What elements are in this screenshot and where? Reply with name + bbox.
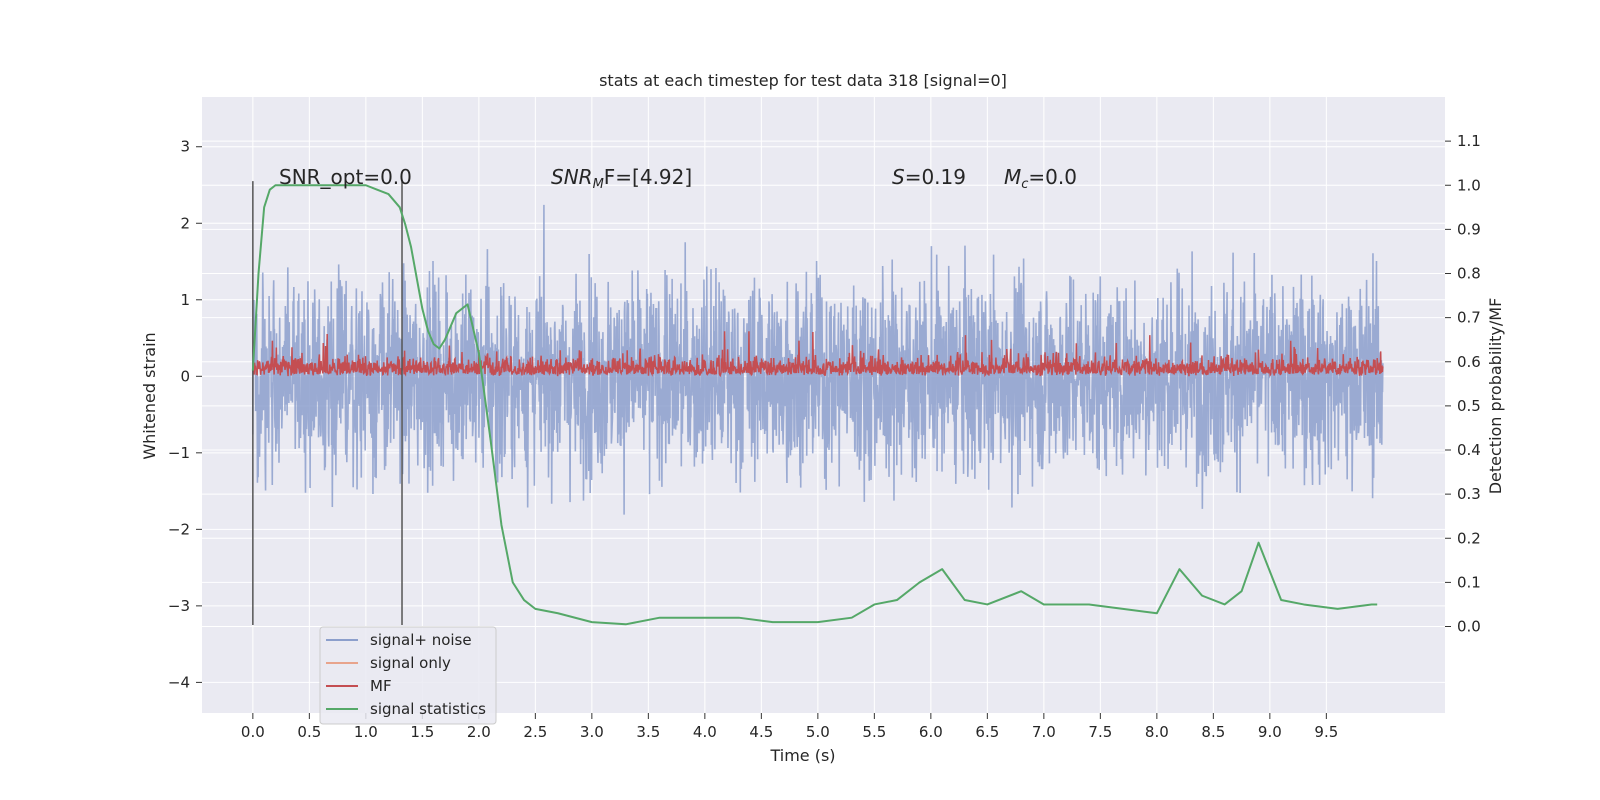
y-right-tick-label-4: 0.4	[1457, 441, 1481, 459]
annotation-s: S=0.19	[892, 165, 966, 189]
x-tick-label-16: 8.0	[1145, 723, 1169, 741]
annotation-snr-mf: SNRMF=[4.92]	[551, 165, 692, 192]
x-tick-label-9: 4.5	[749, 723, 773, 741]
x-tick-label-14: 7.0	[1032, 723, 1056, 741]
x-tick-label-10: 5.0	[806, 723, 830, 741]
y-tick-label-1: −3	[168, 597, 190, 615]
y-tick-label-2: −2	[168, 520, 190, 538]
y-right-tick-label-2: 0.2	[1457, 529, 1481, 547]
ticks: 0.0 0.5 1.0 1.5 2.0 2.5 3.0 3.5 4.0 4.5 5.0 5.5 6.0 6…	[168, 132, 1481, 741]
y-right-tick-label-6: 0.6	[1457, 353, 1481, 371]
mf-line	[252, 331, 1384, 378]
series-signal-statistics	[251, 184, 1378, 626]
x-tick-label-6: 3.0	[580, 723, 604, 741]
y-right-tick-label-3: 0.3	[1457, 485, 1481, 503]
signal-noise-line	[252, 204, 1384, 515]
y-tick-label-3: −1	[168, 444, 190, 462]
y-right-tick-label-11: 1.1	[1457, 132, 1481, 150]
legend-label-mf: MF	[370, 677, 392, 695]
y-tick-label-5: 1	[180, 291, 190, 309]
x-tick-label-17: 8.5	[1201, 723, 1225, 741]
y-tick-label-4: 0	[180, 367, 190, 385]
y-right-tick-label-1: 0.1	[1457, 573, 1481, 591]
y-tick-label-7: 3	[180, 138, 190, 156]
y-tick-label-6: 2	[180, 214, 190, 232]
y-right-tick-label-7: 0.7	[1457, 309, 1481, 327]
y-right-tick-label-8: 0.8	[1457, 265, 1481, 283]
x-tick-label-0: 0.0	[241, 723, 265, 741]
x-tick-label-2: 1.0	[354, 723, 378, 741]
x-tick-label-3: 1.5	[410, 723, 434, 741]
legend: signal+ noise signal only MF signal stat…	[319, 626, 497, 725]
x-tick-label-11: 5.5	[862, 723, 886, 741]
x-tick-label-8: 4.0	[693, 723, 717, 741]
legend-label-signal-statistics: signal statistics	[370, 700, 486, 718]
x-tick-label-4: 2.0	[467, 723, 491, 741]
y-right-tick-label-5: 0.5	[1457, 397, 1481, 415]
x-tick-label-7: 3.5	[636, 723, 660, 741]
legend-box	[319, 626, 497, 725]
annotation-mc: Mc=0.0	[1004, 165, 1077, 192]
x-tick-label-19: 9.5	[1314, 723, 1338, 741]
series-mf	[252, 331, 1384, 378]
x-axis-title: Time (s)	[769, 746, 835, 765]
x-tick-label-5: 2.5	[523, 723, 547, 741]
signal-statistics-line	[251, 184, 1378, 626]
y-axis-title: Whitened strain	[140, 332, 159, 459]
y-axis-right-title: Detection probability/MF	[1486, 298, 1505, 495]
legend-label-signal-noise: signal+ noise	[370, 631, 472, 649]
vertical-markers	[252, 181, 403, 625]
chart-title: stats at each timestep for test data 318…	[599, 71, 1007, 90]
x-tick-label-1: 0.5	[297, 723, 321, 741]
y-right-tick-label-9: 0.9	[1457, 220, 1481, 238]
y-right-tick-label-10: 1.0	[1457, 176, 1481, 194]
series-signal-noise	[252, 204, 1384, 515]
y-right-tick-label-0: 0.0	[1457, 618, 1481, 636]
legend-label-signal-only: signal only	[370, 654, 451, 672]
x-tick-label-18: 9.0	[1258, 723, 1282, 741]
y-tick-label-0: −4	[168, 673, 190, 691]
x-tick-label-15: 7.5	[1088, 723, 1112, 741]
x-tick-label-12: 6.0	[919, 723, 943, 741]
x-tick-label-13: 6.5	[975, 723, 999, 741]
annotation-snr-opt: SNR_opt=0.0	[279, 165, 412, 189]
